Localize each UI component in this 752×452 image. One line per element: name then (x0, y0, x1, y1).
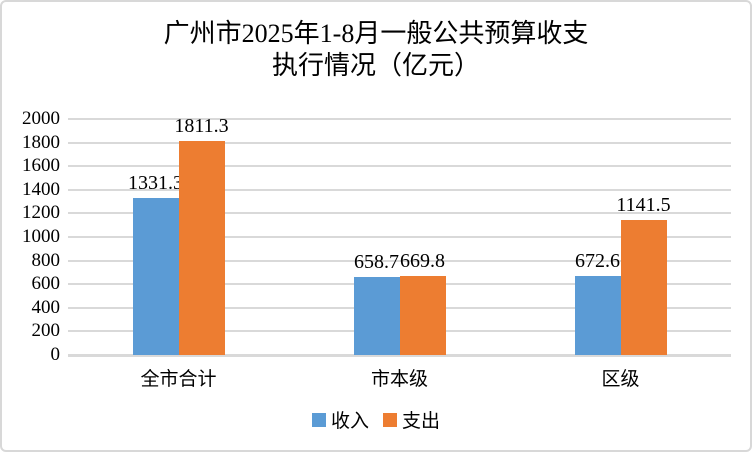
chart-title: 广州市2025年1-8月一般公共预算收支 执行情况（亿元） (2, 18, 750, 82)
category-label-区级: 区级 (601, 369, 640, 390)
y-tick-label: 1400 (22, 178, 60, 200)
y-tick-label: 1000 (22, 226, 60, 247)
category-label-市本级: 市本级 (370, 369, 429, 390)
bar-支出-全市合计 (178, 141, 225, 355)
gridline (68, 165, 731, 168)
gridline (68, 118, 731, 120)
x-axis-line (68, 354, 731, 357)
y-tick-label: 0 (50, 344, 61, 365)
gridline (68, 188, 731, 191)
bar-value-label: 669.8 (400, 249, 445, 272)
legend-item-支出: 支出 (383, 406, 440, 433)
bar-收入-区级 (574, 275, 621, 355)
y-tick-label: 1200 (22, 202, 60, 224)
bar-收入-全市合计 (132, 197, 179, 355)
bar-value-label: 1811.3 (174, 115, 229, 138)
y-tick-label: 1600 (22, 155, 60, 177)
category-label-全市合计: 全市合计 (140, 369, 217, 390)
y-tick-label: 800 (31, 249, 61, 271)
gridline (68, 141, 731, 144)
legend-swatch-icon (311, 412, 326, 427)
y-tick-label: 2000 (22, 108, 60, 129)
bar-支出-市本级 (399, 275, 446, 355)
y-tick-label: 600 (31, 273, 61, 295)
bar-value-label: 672.6 (575, 249, 620, 272)
y-tick-label: 1800 (22, 131, 60, 153)
bar-value-label: 658.7 (354, 251, 399, 274)
bar-收入-市本级 (353, 277, 400, 355)
bar-value-label: 1141.5 (616, 194, 671, 217)
y-tick-label: 200 (31, 320, 61, 342)
legend-label: 支出 (402, 411, 441, 432)
gridline (68, 236, 731, 238)
bar-支出-区级 (620, 220, 667, 355)
gridline (68, 212, 731, 215)
chart-title-line-2: 执行情况（亿元） (271, 51, 480, 80)
plot-area: 1331.3 1811.3 658.7 669.8 672.6 1141.5 (68, 115, 731, 357)
y-tick-label: 400 (31, 296, 61, 318)
legend-item-收入: 收入 (311, 406, 369, 433)
legend-label: 收入 (330, 411, 369, 432)
legend-swatch-icon (383, 412, 397, 427)
legend: 收入 支出 (2, 406, 750, 433)
gridline (68, 259, 731, 262)
chart-title-line-1: 广州市2025年1-8月一般公共预算收支 (163, 19, 589, 48)
bar-value-label: 1331.3 (128, 171, 183, 194)
